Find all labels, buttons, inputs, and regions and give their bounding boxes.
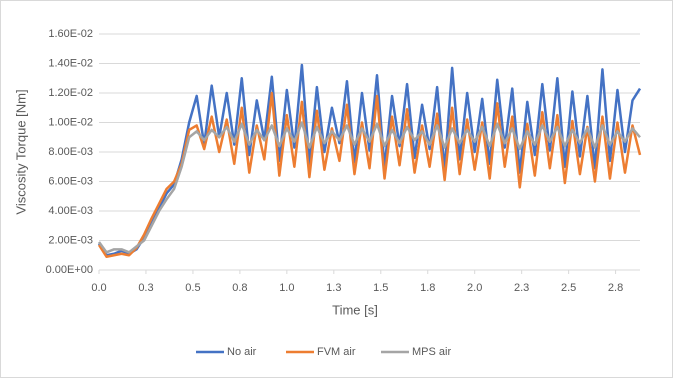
y-tick-label: 1.20E-02 bbox=[48, 87, 93, 99]
x-tick-label: 1.3 bbox=[326, 282, 341, 294]
y-tick-label: 1.40E-02 bbox=[48, 57, 93, 69]
x-tick-label: 1.8 bbox=[420, 282, 435, 294]
x-tick-label: 2.5 bbox=[561, 282, 576, 294]
x-tick-label: 0.8 bbox=[232, 282, 247, 294]
x-tick-label: 2.0 bbox=[467, 282, 482, 294]
y-tick-label: 0.00E+00 bbox=[46, 264, 93, 276]
legend-label: FVM air bbox=[317, 346, 356, 358]
x-tick-label: 0.0 bbox=[91, 282, 106, 294]
y-tick-label: 1.60E-02 bbox=[48, 28, 93, 40]
y-tick-label: 8.00E-03 bbox=[48, 146, 93, 158]
legend-label: No air bbox=[227, 346, 257, 358]
legend-label: MPS air bbox=[412, 346, 451, 358]
series-line bbox=[97, 63, 642, 257]
x-tick-label: 0.5 bbox=[185, 282, 200, 294]
y-tick-label: 1.00E-02 bbox=[48, 116, 93, 128]
x-axis-title: Time [s] bbox=[332, 302, 378, 317]
x-tick-label: 2.3 bbox=[514, 282, 529, 294]
y-tick-label: 2.00E-03 bbox=[48, 234, 93, 246]
x-tick-label: 1.5 bbox=[373, 282, 388, 294]
y-axis-title: Viscosity Torque [Nm] bbox=[13, 89, 28, 214]
x-tick-label: 2.8 bbox=[608, 282, 623, 294]
x-tick-label: 0.3 bbox=[138, 282, 153, 294]
x-tick-label: 1.0 bbox=[279, 282, 294, 294]
y-tick-label: 4.00E-03 bbox=[48, 205, 93, 217]
y-tick-label: 6.00E-03 bbox=[48, 175, 93, 187]
series-line bbox=[97, 121, 641, 254]
series-line bbox=[97, 91, 642, 258]
